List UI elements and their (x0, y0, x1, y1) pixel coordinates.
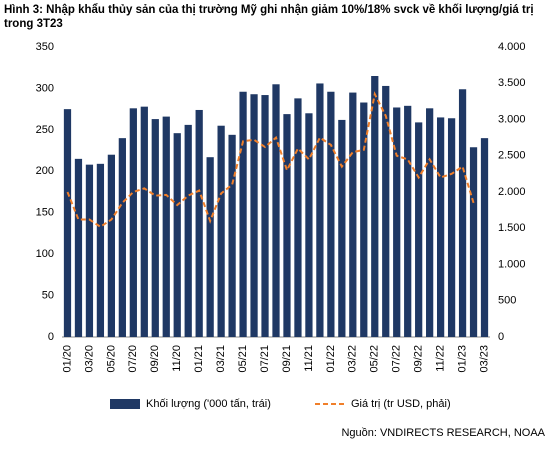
y2-tick-label: 1.000 (498, 258, 526, 270)
x-tick-label: 05/22 (369, 345, 381, 373)
bar (294, 98, 302, 337)
line (66, 91, 475, 228)
y-tick-label: 200 (36, 165, 54, 177)
bar (436, 117, 445, 337)
legend-swatch (110, 399, 140, 409)
bar (239, 91, 247, 337)
bar (250, 94, 258, 337)
bar (469, 147, 478, 337)
y2-tick-label: 500 (498, 295, 516, 307)
x-tick-label: 05/20 (105, 345, 117, 373)
bar (74, 158, 83, 337)
bar (206, 157, 214, 337)
x-tick-label: 11/20 (171, 345, 183, 372)
bar (338, 119, 346, 338)
bar (85, 164, 94, 337)
bar (327, 91, 335, 337)
legend-label: Giá trị (tr USD, phải) (351, 398, 451, 410)
y2-tick-label: 1.500 (498, 222, 526, 234)
y2-tick-label: 0 (498, 331, 504, 343)
y-tick-label: 250 (36, 124, 54, 136)
x-tick-label: 01/21 (193, 345, 205, 373)
x-tick-label: 01/22 (325, 345, 337, 373)
bar (393, 107, 401, 337)
bar (195, 109, 203, 337)
y2-tick-label: 2.000 (498, 186, 526, 198)
y2-tick-label: 3.000 (498, 113, 526, 125)
bar (371, 76, 379, 337)
x-tick-label: 11/21 (303, 345, 315, 372)
x-tick-label: 09/20 (149, 345, 161, 373)
y-tick-label: 0 (48, 331, 54, 343)
y-tick-label: 350 (36, 41, 54, 53)
x-tick-label: 01/23 (456, 345, 468, 373)
y2-tick-label: 4.000 (498, 41, 526, 53)
bar (140, 106, 148, 338)
x-tick-label: 07/21 (259, 345, 271, 373)
x-tick-label: 03/22 (347, 345, 359, 373)
bar (415, 122, 423, 338)
x-tick-label: 07/20 (127, 345, 139, 373)
bar (480, 138, 489, 337)
y2-tick-label: 2.500 (498, 150, 526, 162)
x-tick-label: 09/22 (413, 345, 425, 373)
bar (107, 154, 116, 337)
y-tick-label: 100 (36, 248, 54, 260)
x-tick-label: 09/21 (281, 345, 293, 373)
bar (173, 133, 181, 337)
bar (360, 102, 368, 337)
x-tick-label: 07/22 (391, 345, 403, 373)
bar (63, 109, 72, 338)
chart-title: Hình 3: Nhập khẩu thủy sản của thị trườn… (4, 4, 534, 30)
legend-label: Khối lượng ('000 tấn, trái) (146, 398, 271, 410)
bar (305, 113, 313, 338)
x-tick-label: 11/22 (435, 345, 447, 372)
bar (129, 108, 137, 337)
bar (217, 125, 225, 337)
x-tick-label: 05/21 (237, 345, 249, 373)
y-tick-label: 300 (36, 82, 54, 94)
bar (316, 83, 324, 337)
y-tick-label: 50 (42, 289, 54, 301)
bar (118, 138, 126, 337)
bar (272, 84, 280, 338)
bar (404, 105, 412, 337)
x-tick-label: 03/20 (83, 345, 95, 373)
source: Nguồn: VNDIRECTS RESEARCH, NOAA (341, 427, 545, 439)
bar (426, 108, 434, 337)
y-tick-label: 150 (36, 207, 54, 219)
x-tick-label: 01/20 (61, 345, 73, 373)
bar (458, 89, 467, 337)
y2-tick-label: 3.500 (498, 77, 526, 89)
bar (184, 124, 192, 337)
x-tick-label: 03/23 (478, 345, 490, 373)
bar (162, 116, 170, 337)
bar (382, 85, 390, 337)
bar (349, 92, 357, 337)
bar (228, 134, 236, 337)
bar (447, 118, 456, 337)
bar (96, 163, 105, 337)
bar (261, 95, 269, 337)
bar (151, 119, 159, 337)
bar (283, 114, 291, 337)
x-tick-label: 03/21 (215, 345, 227, 373)
